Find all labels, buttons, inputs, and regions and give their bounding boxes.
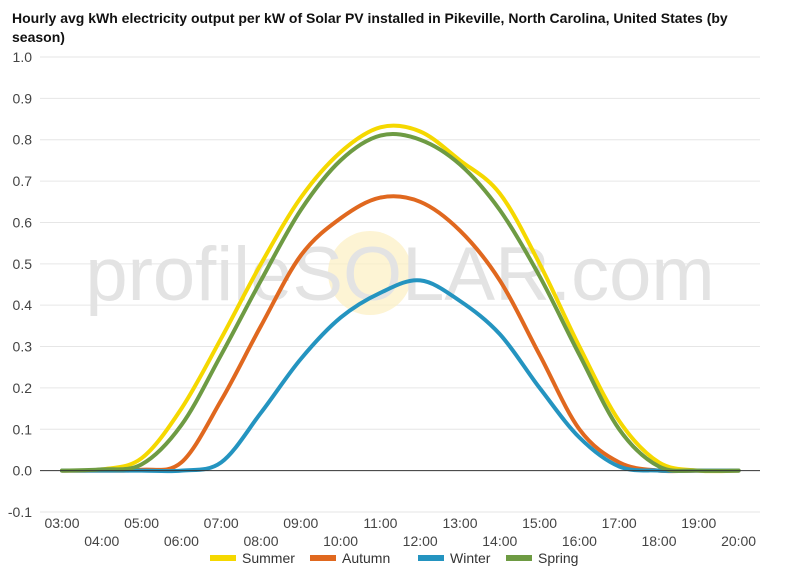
x-tick-label: 14:00 — [482, 533, 517, 549]
watermark-text: profileSOLAR.com — [85, 232, 714, 317]
series-line-autumn — [60, 194, 741, 474]
series-line-summer — [60, 123, 741, 474]
y-tick-label: 0.0 — [13, 463, 33, 479]
y-tick-label: 0.4 — [13, 297, 33, 313]
watermark-sun-icon — [328, 231, 412, 315]
x-tick-label: 03:00 — [44, 515, 79, 531]
x-tick-label: 16:00 — [562, 533, 597, 549]
x-tick-label: 12:00 — [403, 533, 438, 549]
y-tick-label: 0.9 — [13, 90, 33, 106]
y-tick-label: 0.5 — [13, 256, 33, 272]
grid-layer — [40, 56, 760, 513]
legend-label-autumn: Autumn — [342, 550, 390, 566]
y-tick-label: -0.1 — [8, 504, 32, 520]
legend-label-summer: Summer — [242, 550, 295, 566]
legend-swatch-winter — [418, 555, 444, 561]
x-tick-label: 06:00 — [164, 533, 199, 549]
watermark: profileSOLAR.com — [85, 231, 715, 317]
x-tick-label: 20:00 — [721, 533, 756, 549]
series-line-spring — [60, 132, 741, 473]
x-tick-label: 07:00 — [204, 515, 239, 531]
x-tick-label: 17:00 — [602, 515, 637, 531]
y-tick-label: 0.8 — [13, 132, 33, 148]
y-tick-label: 0.1 — [13, 421, 33, 437]
x-tick-label: 18:00 — [641, 533, 676, 549]
x-tick-label: 05:00 — [124, 515, 159, 531]
x-tick-label: 10:00 — [323, 533, 358, 549]
chart-title: Hourly avg kWh electricity output per kW… — [12, 10, 728, 45]
x-tick-label: 09:00 — [283, 515, 318, 531]
x-tick-label: 11:00 — [363, 515, 397, 531]
axis-layer: 1.0 0.9 0.8 0.7 0.6 0.5 0.4 0.3 0.2 0.1 0.0 -0.1 03:… — [8, 49, 760, 549]
legend-label-winter: Winter — [450, 550, 491, 566]
x-tick-label: 19:00 — [681, 515, 716, 531]
legend-swatch-summer — [210, 555, 236, 561]
legend-label-spring: Spring — [538, 550, 578, 566]
legend-swatch-autumn — [310, 555, 336, 561]
y-tick-label: 0.6 — [13, 214, 33, 230]
legend: Summer Autumn Winter Spring — [210, 550, 578, 566]
x-tick-label: 04:00 — [84, 533, 119, 549]
y-tick-label: 1.0 — [13, 49, 33, 65]
x-tick-label: 15:00 — [522, 515, 557, 531]
y-tick-label: 0.3 — [13, 339, 33, 355]
y-tick-label: 0.2 — [13, 380, 33, 396]
y-tick-label: 0.7 — [13, 173, 33, 189]
x-tick-label: 13:00 — [442, 515, 477, 531]
legend-swatch-spring — [506, 555, 532, 561]
x-tick-label: 08:00 — [243, 533, 278, 549]
